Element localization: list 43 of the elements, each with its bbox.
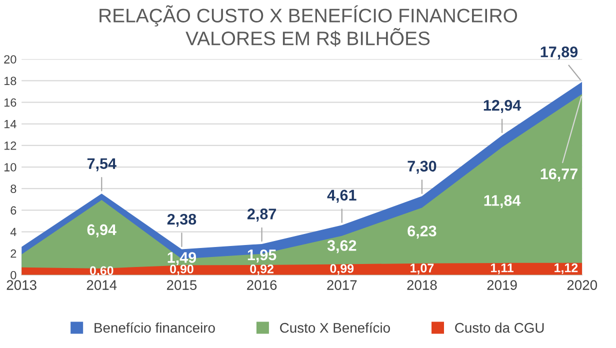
x-tick-label: 2019 — [487, 280, 517, 290]
data-label: 11,84 — [484, 195, 521, 208]
y-tick-label: 18 — [4, 76, 16, 86]
data-label: 0,60 — [90, 266, 114, 277]
chart-title: RELAÇÃO CUSTO X BENEFÍCIO FINANCEIRO VALORES EM R$ BILHÕES — [100, 5, 518, 46]
data-label: 2,87 — [247, 208, 276, 222]
legend-label: Custo da CGU — [455, 322, 544, 333]
data-label: 0,92 — [250, 264, 274, 276]
x-tick-label: 2015 — [166, 280, 197, 290]
data-label: 0,90 — [170, 264, 194, 276]
y-tick-label: 0 — [10, 270, 16, 280]
x-tick-label: 2020 — [567, 280, 598, 290]
data-label: 12,94 — [484, 100, 522, 113]
data-label: 3,62 — [327, 240, 356, 254]
data-label: 16,77 — [540, 168, 578, 182]
data-label: 1,12 — [554, 263, 578, 274]
y-tick-label: 6 — [10, 206, 16, 215]
x-tick-label: 2016 — [247, 280, 277, 290]
x-tick-label: 2013 — [6, 280, 36, 290]
y-tick-label: 10 — [4, 163, 16, 172]
y-tick-label: 14 — [4, 120, 16, 128]
data-label: 7,30 — [408, 160, 436, 174]
y-tick-label: 16 — [4, 98, 16, 107]
data-label: 17,89 — [540, 46, 578, 60]
x-tick-label: 2018 — [407, 280, 437, 290]
y-tick-label: 8 — [10, 184, 16, 194]
data-label: 1,07 — [410, 264, 434, 274]
x-tick-label: 2017 — [327, 280, 357, 290]
data-label: 0,99 — [330, 264, 354, 275]
data-label: 6,94 — [87, 224, 116, 238]
y-tick-label: 20 — [4, 55, 16, 64]
legend-label: Benefício financeiro — [94, 322, 215, 333]
y-tick-label: 12 — [4, 142, 16, 150]
data-label: 7,54 — [87, 158, 116, 172]
y-tick-label: 2 — [10, 249, 16, 258]
data-label: 1,95 — [248, 249, 276, 263]
data-label: 4,61 — [327, 190, 356, 203]
legend-label: Custo X Benefício — [280, 322, 390, 333]
y-tick-label: 4 — [10, 228, 16, 236]
x-tick-label: 2014 — [86, 280, 117, 290]
data-label: 6,23 — [408, 226, 436, 239]
data-label: 1,11 — [491, 264, 514, 274]
data-label: 2,38 — [167, 214, 196, 227]
